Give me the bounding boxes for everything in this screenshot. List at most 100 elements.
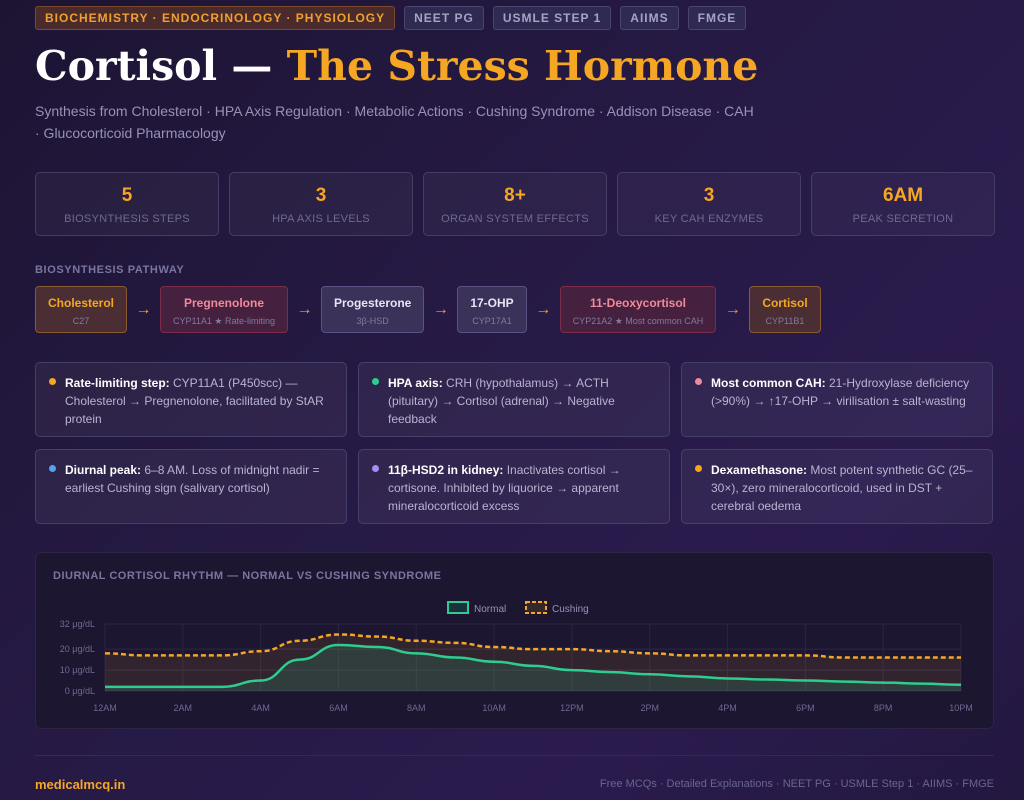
stat-label: BIOSYNTHESIS STEPS: [64, 213, 190, 225]
step-name: Cortisol: [762, 296, 808, 310]
x-tick-label: 6AM: [329, 703, 348, 713]
cortisol-chart: 0 μg/dL 10 μg/dL 20 μg/dL 32 μg/dL 12AM 2AM 4A…: [60, 601, 973, 713]
stat-label: KEY CAH ENZYMES: [654, 213, 764, 225]
stat-card: 3 HPA AXIS LEVELS: [229, 172, 413, 236]
fact-text: 6–8 AM. Loss of midnight nadir = earlies…: [65, 463, 320, 495]
subject-tag[interactable]: BIOCHEMISTRY · ENDOCRINOLOGY · PHYSIOLOG…: [35, 6, 396, 30]
footer-divider: [35, 755, 994, 756]
x-tick-label: 6PM: [796, 703, 815, 713]
stat-label: PEAK SECRETION: [852, 213, 954, 225]
page-title: Cortisol — The Stress Hormone: [35, 42, 758, 90]
arrow-icon: →: [724, 300, 741, 318]
cortisol-chart-panel: DIURNAL CORTISOL RHYTHM — NORMAL VS CUSH…: [35, 552, 994, 729]
stat-label: HPA AXIS LEVELS: [272, 213, 370, 225]
legend-label: Normal: [474, 604, 506, 615]
pathway-step: Pregnenolone CYP11A1 ★ Rate-limiting: [160, 286, 288, 333]
step-enzyme: CYP17A1: [472, 316, 512, 326]
page-subtitle: Synthesis from Cholesterol · HPA Axis Re…: [35, 103, 754, 141]
step-enzyme: C27: [72, 316, 90, 326]
exam-tag-usmle[interactable]: USMLE STEP 1: [492, 6, 612, 30]
x-tick-label: 2PM: [640, 703, 659, 713]
legend-label: Cushing: [552, 604, 589, 615]
fact-cards: Rate-limiting step: CYP11A1 (P450scc) — …: [35, 362, 993, 524]
exam-tag-aiims[interactable]: AIIMS: [620, 6, 679, 30]
bullet-dot-icon: [49, 465, 56, 472]
x-tick-label: 12PM: [560, 703, 584, 713]
arrow-icon: →: [135, 300, 152, 318]
pathway-step: Cortisol CYP11B1: [749, 286, 821, 333]
stat-card: 8+ ORGAN SYSTEM EFFECTS: [423, 172, 607, 236]
fact-card: HPA axis: CRH (hypothalamus) → ACTH (pit…: [358, 362, 670, 437]
stat-value: 6AM: [882, 185, 924, 206]
fact-title: Diurnal peak:: [65, 463, 142, 477]
stat-value: 8+: [504, 185, 526, 206]
arrow-icon: →: [432, 300, 449, 318]
pathway-step: 17-OHP CYP17A1: [457, 286, 527, 333]
step-enzyme: CYP11B1: [765, 316, 805, 326]
x-tick-label: 10AM: [482, 703, 506, 713]
tag-row: BIOCHEMISTRY · ENDOCRINOLOGY · PHYSIOLOG…: [35, 6, 747, 30]
step-enzyme: CYP11A1 ★ Rate-limiting: [173, 316, 275, 326]
fact-text: 21-Hydroxylase deficiency (>90%) → ↑17-O…: [711, 376, 970, 408]
step-name: Cholesterol: [48, 296, 115, 310]
stat-value: 3: [703, 185, 715, 206]
fact-card: 11β-HSD2 in kidney: Inactivates cortisol…: [358, 449, 670, 524]
arrow-icon: →: [296, 300, 313, 318]
chart-title: DIURNAL CORTISOL RHYTHM — NORMAL VS CUSH…: [53, 570, 442, 582]
fact-title: Most common CAH:: [711, 376, 826, 390]
exam-tag-fmge[interactable]: FMGE: [687, 6, 747, 30]
pathway-step: Cholesterol C27: [35, 286, 128, 333]
fact-text: Most potent synthetic GC (25–30×), zero …: [711, 463, 973, 513]
pathway-step: 11-Deoxycortisol CYP21A2 ★ Most common CA…: [559, 286, 717, 333]
fact-card: Diurnal peak: 6–8 AM. Loss of midnight n…: [35, 449, 347, 524]
stat-value: 5: [121, 185, 133, 206]
fact-title: Dexamethasone:: [711, 463, 808, 477]
stat-value: 3: [315, 185, 327, 206]
x-tick-label: 2AM: [174, 703, 193, 713]
fact-text: Inactivates cortisol → cortisone. Inhibi…: [388, 463, 621, 513]
title-accent: The Stress Hormone: [286, 42, 759, 90]
footer-brand[interactable]: medicalmcq.in: [35, 777, 126, 792]
bullet-dot-icon: [372, 465, 379, 472]
fact-card: Most common CAH: 21-Hydroxylase deficien…: [681, 362, 993, 437]
series-area-cushing: [105, 634, 961, 691]
stat-card: 6AM PEAK SECRETION: [811, 172, 995, 236]
stat-card: 5 BIOSYNTHESIS STEPS: [35, 172, 219, 236]
x-tick-label: 8PM: [874, 703, 893, 713]
fact-text: CRH (hypothalamus) → ACTH (pituitary) → …: [388, 376, 615, 426]
step-name: Progesterone: [333, 296, 412, 310]
step-name: Pregnenolone: [183, 296, 264, 310]
x-tick-label: 8AM: [407, 703, 426, 713]
stat-card: 3 KEY CAH ENZYMES: [617, 172, 801, 236]
footer-text: Free MCQs · Detailed Explanations · NEET…: [599, 778, 994, 790]
title-main: Cortisol —: [35, 42, 287, 90]
fact-card: Dexamethasone: Most potent synthetic GC …: [681, 449, 993, 524]
bullet-dot-icon: [49, 378, 56, 385]
stats-row: 5 BIOSYNTHESIS STEPS 3 HPA AXIS LEVELS 8+ O…: [35, 172, 995, 236]
y-tick-label: 10 μg/dL: [60, 665, 95, 675]
x-tick-label: 10PM: [949, 703, 973, 713]
series-line-normal: [105, 643, 962, 689]
x-tick-label: 12AM: [93, 703, 117, 713]
step-name: 17-OHP: [470, 296, 514, 310]
y-tick-label: 32 μg/dL: [60, 619, 95, 629]
step-enzyme: CYP21A2 ★ Most common CAH: [572, 316, 704, 326]
pathway-heading: BIOSYNTHESIS PATHWAY: [35, 264, 185, 276]
arrow-icon: →: [535, 300, 552, 318]
fact-card: Rate-limiting step: CYP11A1 (P450scc) — …: [35, 362, 347, 437]
legend-swatch-icon: [447, 601, 469, 614]
stat-label: ORGAN SYSTEM EFFECTS: [441, 213, 589, 225]
fact-title: HPA axis:: [388, 376, 443, 390]
x-tick-label: 4PM: [718, 703, 737, 713]
fact-title: 11β-HSD2 in kidney:: [388, 463, 504, 477]
fact-text: CYP11A1 (P450scc) — Cholesterol → Pregne…: [65, 376, 324, 426]
bullet-dot-icon: [372, 378, 379, 385]
exam-tag-neet-pg[interactable]: NEET PG: [404, 6, 484, 30]
x-tick-label: 4AM: [251, 703, 270, 713]
pathway-step: Progesterone 3β-HSD: [320, 286, 425, 333]
fact-title: Rate-limiting step:: [65, 376, 170, 390]
bullet-dot-icon: [695, 378, 702, 385]
step-name: 11-Deoxycortisol: [589, 296, 687, 310]
legend-swatch-icon: [525, 601, 547, 614]
y-tick-label: 20 μg/dL: [60, 644, 95, 654]
